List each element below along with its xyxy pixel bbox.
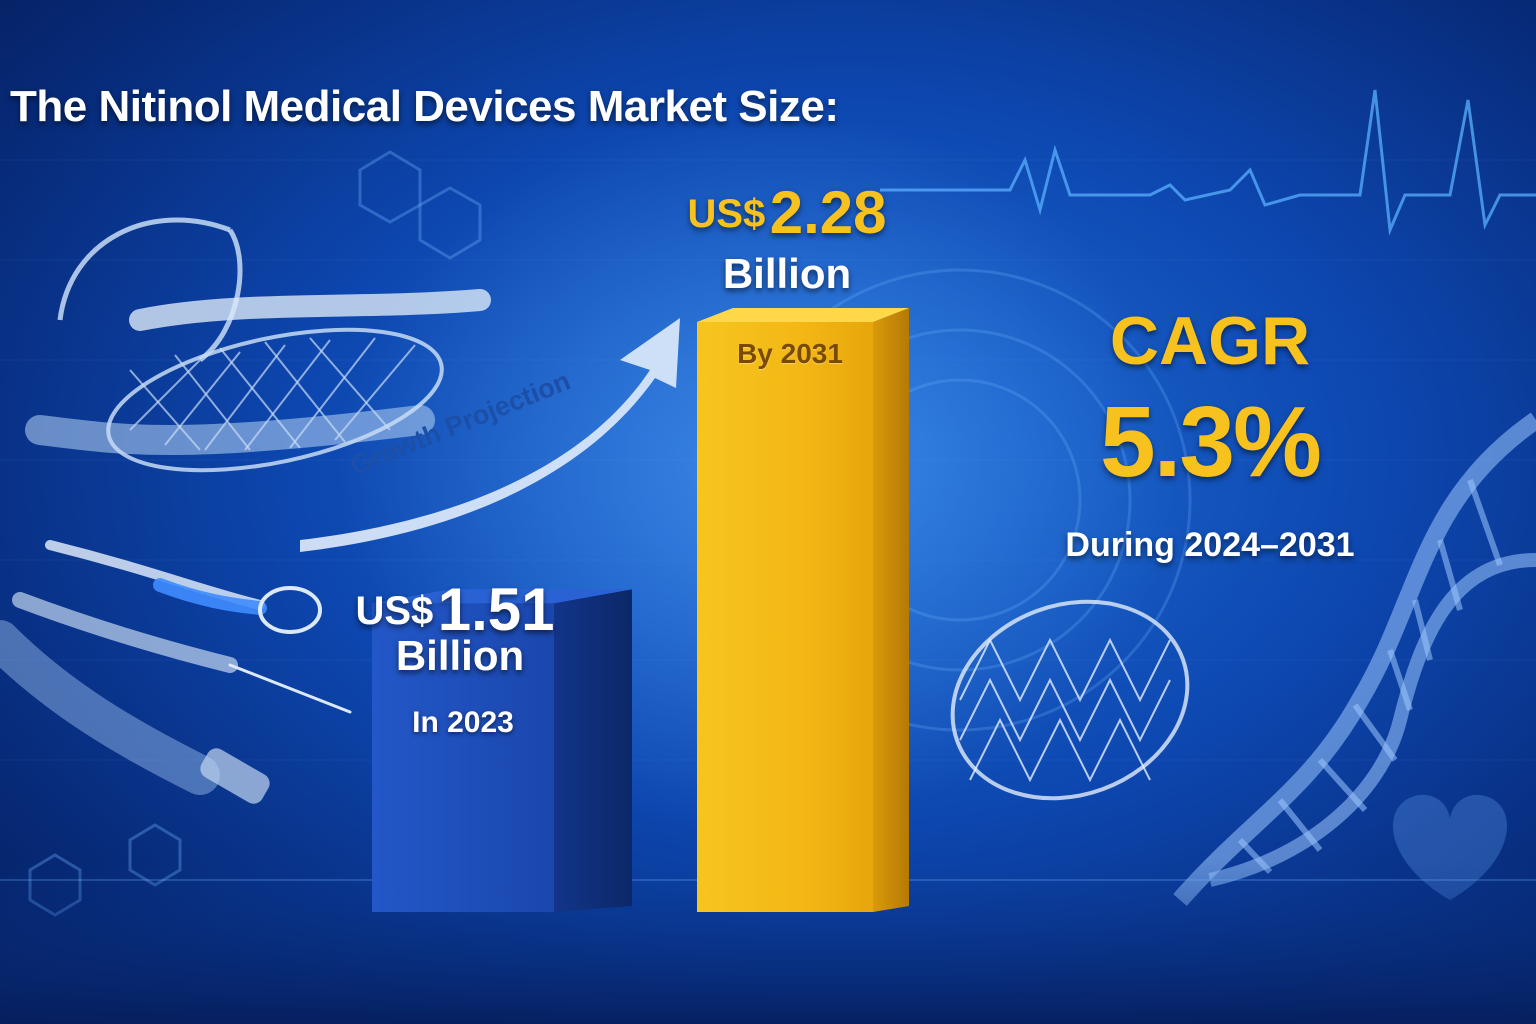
bar-2031-category: By 2031 <box>737 338 843 369</box>
dna-helix-icon <box>1173 412 1536 906</box>
bar-top-tab <box>771 310 799 322</box>
bar-2023 <box>372 589 632 912</box>
bar-2023-currency: US$ <box>355 589 434 633</box>
bar-side-face <box>873 308 909 912</box>
bar-side-face <box>554 589 632 912</box>
bar-2023-value: 1.51 <box>437 576 555 643</box>
heartbeat-line-icon <box>880 89 1536 236</box>
cagr-period: During 2024–2031 <box>1065 526 1355 564</box>
cagr-value: 5.3% <box>1100 386 1322 498</box>
bar-top-tab <box>449 591 477 604</box>
stent-icon <box>950 599 1190 801</box>
bar-2023-unit: Billion <box>395 632 525 679</box>
cagr-label: CAGR <box>1109 303 1311 379</box>
bar-top-face <box>697 308 909 322</box>
bar-front-face <box>697 322 873 912</box>
catheter-icon <box>0 540 352 804</box>
growth-arrow-icon <box>300 318 680 552</box>
bar-2031 <box>697 308 909 912</box>
bar-2031-unit: Billion <box>722 250 852 297</box>
bar-2031-value-label: US$ 2.28 <box>672 178 902 247</box>
page-title: The Nitinol Medical Devices Market Size: <box>10 82 839 131</box>
bar-2023-category: In 2023 <box>412 706 514 739</box>
bar-2023-value-label: US$ 1.51 <box>340 575 570 644</box>
bar-2031-currency: US$ <box>687 192 766 236</box>
bar-2031-value: 2.28 <box>769 179 887 246</box>
bar-top-face <box>372 589 632 604</box>
bar-front-face <box>372 603 554 912</box>
stent-icon <box>25 217 491 473</box>
